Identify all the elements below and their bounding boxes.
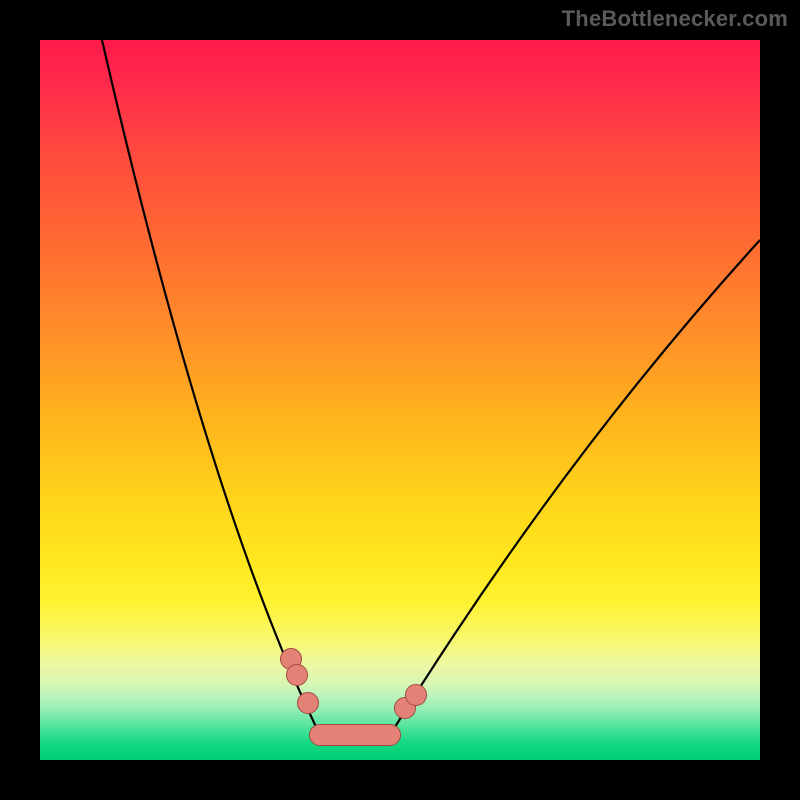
marker-floor [309, 724, 401, 746]
chart-canvas: TheBottlenecker.com [0, 0, 800, 800]
plot-area [40, 40, 760, 760]
marker-left-2 [297, 692, 319, 714]
watermark-text: TheBottlenecker.com [562, 6, 788, 32]
marker-layer [40, 40, 760, 760]
marker-left-1 [286, 664, 308, 686]
marker-right-1 [405, 684, 427, 706]
